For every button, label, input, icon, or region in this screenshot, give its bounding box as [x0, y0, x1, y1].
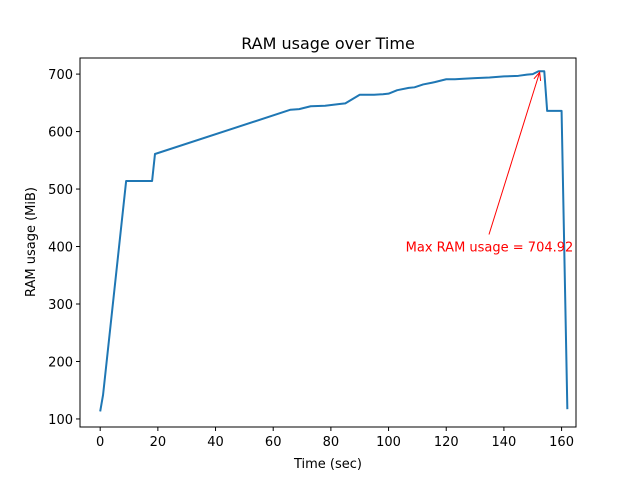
y-tick-label: 500 — [48, 183, 73, 198]
x-tick-label: 20 — [150, 435, 167, 450]
y-tick-label: 600 — [48, 126, 73, 141]
plot-frame — [79, 57, 577, 428]
annotation-arrow-head — [533, 71, 542, 81]
x-tick-label: 160 — [549, 435, 574, 450]
x-tick-label: 80 — [323, 435, 340, 450]
y-axis-label: RAM usage (MiB) — [24, 187, 39, 297]
x-tick-label: 0 — [96, 435, 104, 450]
y-tick-label: 400 — [48, 241, 73, 256]
x-tick-label: 60 — [265, 435, 282, 450]
plot-series — [99, 70, 569, 412]
ram-usage-line — [99, 70, 569, 412]
x-tick-label: 40 — [207, 435, 224, 450]
y-tick-label: 200 — [48, 355, 73, 370]
axis-ticks: 0 20 40 60 80 100 120 140 160 100 200 300 400 500 600 7… — [48, 68, 574, 450]
y-tick-label: 700 — [48, 68, 73, 83]
x-tick-label: 100 — [376, 435, 401, 450]
max-annotation: Max RAM usage = 704.92 — [406, 71, 574, 256]
x-tick-label: 140 — [491, 435, 516, 450]
max-ram-annotation-text: Max RAM usage = 704.92 — [406, 241, 574, 256]
x-tick-label: 120 — [434, 435, 459, 450]
y-tick-label: 300 — [48, 298, 73, 313]
y-tick-label: 100 — [48, 413, 73, 428]
x-axis-label: Time (sec) — [293, 457, 362, 472]
chart-title: RAM usage over Time — [241, 34, 415, 53]
annotation-arrow-shaft — [488, 72, 541, 235]
